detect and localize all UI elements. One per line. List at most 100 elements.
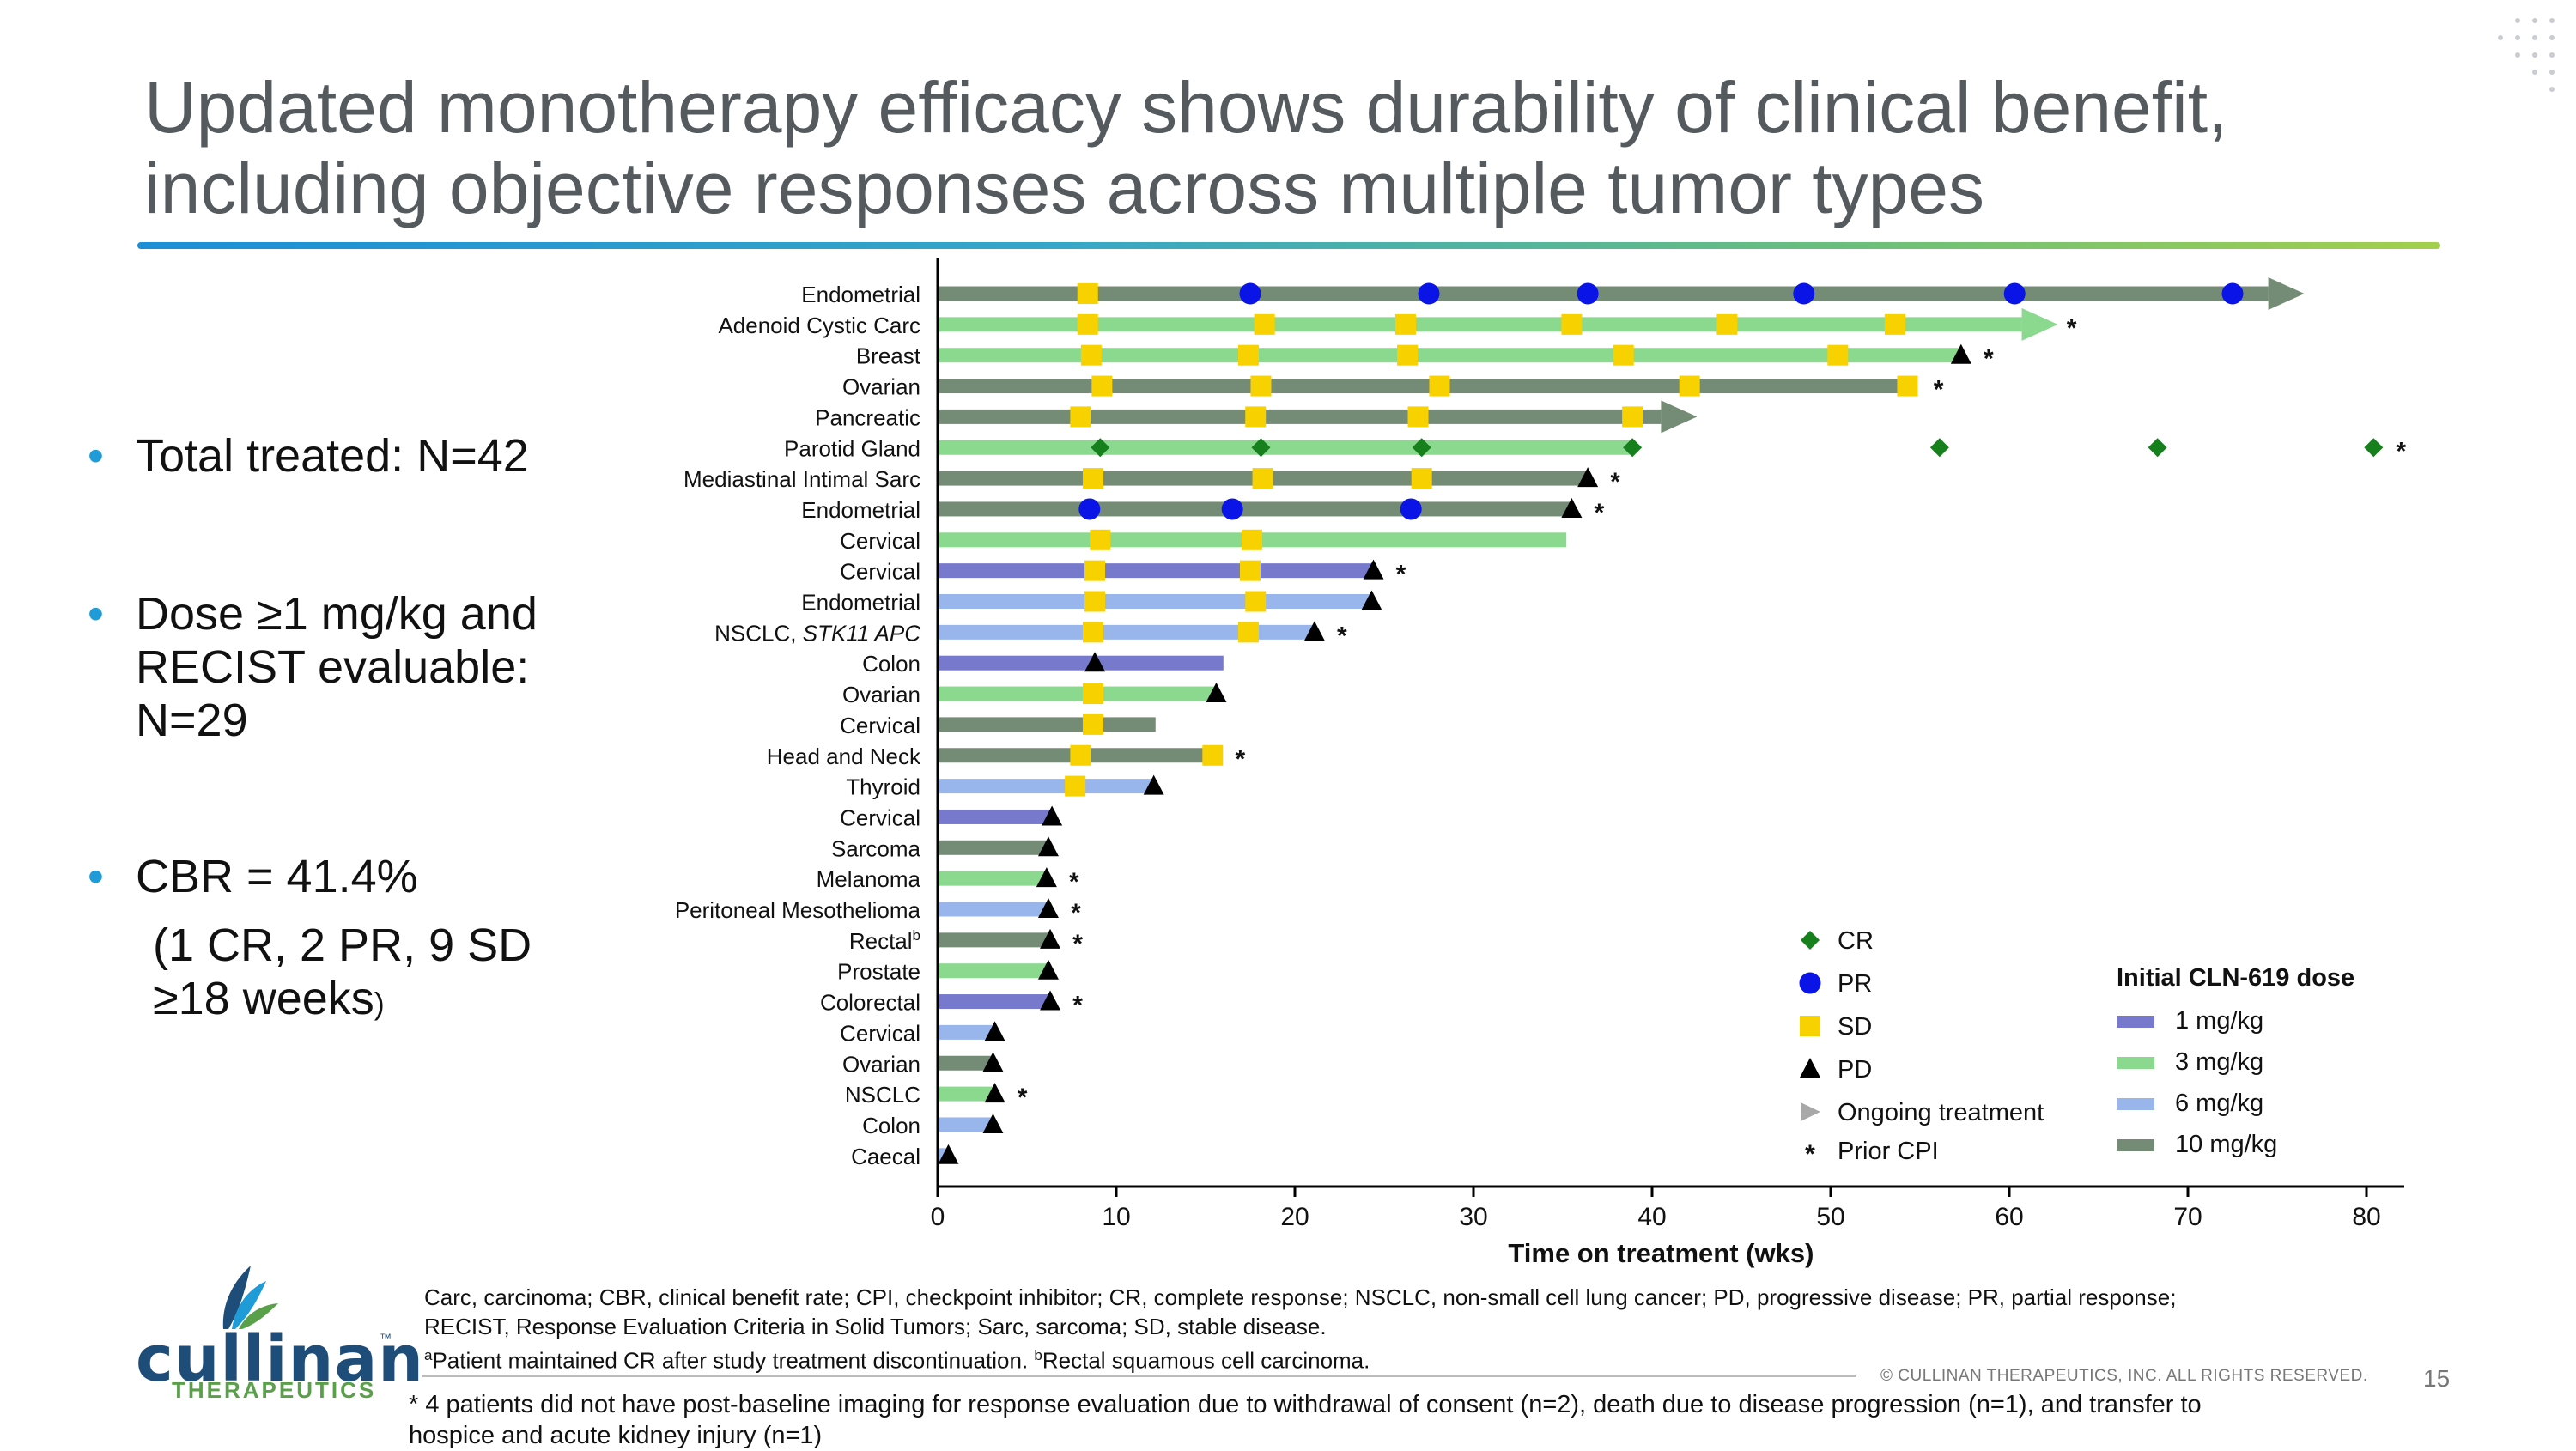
bullet-dot-icon: • [88,430,104,482]
response-marker-sd [1394,313,1416,335]
response-marker-pd [1037,836,1059,857]
duration-bar [939,286,2269,301]
duration-bar [939,379,1911,394]
response-marker-pd [1361,590,1382,610]
response-marker-pd [1363,559,1384,580]
duration-bar [939,1086,995,1102]
response-marker-sd [1065,775,1086,797]
bullet-dot-icon: • [88,588,104,640]
response-marker-sd [1080,344,1102,366]
patient-row: Rectalb * [849,927,1083,958]
response-marker-sd [1622,406,1643,428]
dose-legend-label: 6 mg/kg [2175,1090,2263,1117]
legend-item-cpi: * Prior CPI [1805,1138,1938,1169]
patient-label-text: Breast [856,343,921,369]
legend-label: CR [1838,927,1874,955]
patient-label-text: Endometrial [801,497,920,523]
response-marker-sd [1084,560,1106,581]
patient-label: Colon [862,651,920,677]
patient-row: Ovarian * [842,374,1944,404]
duration-bar [939,1024,995,1040]
patient-row: Cervical [840,713,1156,738]
x-tick-label: 70 [2173,1203,2202,1231]
patient-label-text: NSCLC [845,1082,920,1108]
slide-title: Updated monotherapy efficacy shows durab… [144,67,2463,228]
ongoing-arrow [1661,400,1698,434]
legend-label: PD [1838,1056,1872,1084]
patient-row: Cervical [840,528,1567,554]
dose-legend-title: Initial CLN-619 dose [2117,964,2354,992]
legend-label: Prior CPI [1838,1138,1939,1165]
footer-divider [422,1375,1856,1377]
response-marker-sd [1084,591,1106,612]
patient-label-text: Ovarian [842,682,920,707]
patient-label: Prostate [837,959,920,985]
response-marker-sd [1397,344,1419,366]
response-marker-sd [1082,713,1103,735]
patient-label: Rectalb [849,927,920,954]
duration-bar [939,779,1154,794]
response-marker-pd [984,1021,1005,1041]
logo-subtitle: THERAPEUTICS [172,1377,377,1403]
duration-bar [939,809,1053,824]
bullet-total-treated: • Total treated: N=42 [88,430,529,482]
marker-legend: CR PR SD PD Ongoing treatment * Prior CPI [1799,927,2044,1169]
response-marker-sd [1252,468,1273,489]
legend-item-pd: PD [1800,1056,1872,1084]
prior-cpi-star: * [1235,745,1245,774]
bullet-cbr: • CBR = 41.4% (1 CR, 2 PR, 9 SD ≥18 week… [88,851,532,1024]
patient-row: Colon [862,651,1224,677]
response-marker-pd [1037,959,1059,980]
response-marker-cr [2364,438,2384,458]
patient-label-text: Rectal [849,928,913,954]
duration-bar [939,409,1662,424]
patient-label-text: Pancreatic [815,404,920,430]
response-marker-cr [2148,438,2167,458]
patient-label: NSCLC, STK11 APC [714,620,920,646]
response-marker-pd [1577,467,1599,488]
prior-cpi-star: * [2067,314,2077,343]
response-marker-pd [1040,928,1061,949]
duration-bar [939,440,1633,455]
patient-row: Prostate [837,959,1059,985]
x-tick-label: 30 [1459,1203,1487,1231]
response-marker-pd [982,1052,1004,1072]
patient-row: Peritoneal Mesothelioma * [675,897,1081,927]
response-marker-sd [1082,468,1103,489]
patient-label-text: Endometrial [801,282,920,307]
duration-bar [939,563,1374,579]
patient-label: Colon [862,1113,920,1138]
legend-label: PR [1838,970,1872,998]
prior-cpi-star-icon: * [1805,1140,1815,1169]
patient-label-text: Adenoid Cystic Carc [718,313,920,338]
patient-label-text: Thyroid [846,774,920,800]
duration-bar [939,994,1051,1010]
patient-row: Pancreatic [815,400,1698,434]
response-marker-sd [1082,622,1103,643]
prior-cpi-star: * [1396,561,1406,589]
patient-row: NSCLC * [845,1082,1028,1112]
duration-bar [939,840,1048,855]
x-tick-label: 0 [931,1203,945,1231]
response-marker-sd [1250,375,1272,397]
response-marker-pr [2003,282,2026,305]
patient-label: Head and Neck [767,744,921,769]
patient-label: Peritoneal Mesothelioma [675,897,921,923]
prior-cpi-star: * [1337,622,1347,650]
patient-label-mutation: STK11 APC [803,620,920,646]
response-marker-pr [1793,282,1815,305]
response-marker-cr [1091,438,1110,458]
dose-swatch [2117,1139,2154,1151]
duration-bar [939,317,2022,332]
dose-legend-label: 1 mg/kg [2175,1007,2263,1035]
ongoing-arrow [2021,307,2058,341]
patient-label-text: Parotid Gland [784,435,920,461]
response-marker-pd [1037,898,1059,918]
legend-item-sd: SD [1800,1013,1872,1041]
patient-row: Breast * [856,343,1994,373]
patient-row: Endometrial [801,590,1382,616]
response-marker-pr [1418,282,1440,305]
response-marker-pd [1303,621,1325,641]
patient-label: Cervical [840,804,920,830]
